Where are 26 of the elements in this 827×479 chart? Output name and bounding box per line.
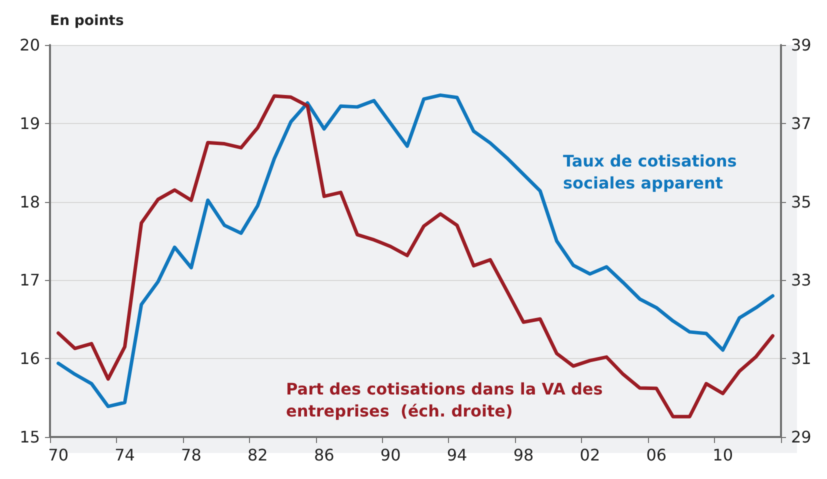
x-tick-label: 74 <box>114 446 135 464</box>
y2-tick-label: 39 <box>791 36 812 54</box>
x-tick-label: 90 <box>380 446 401 464</box>
series-label: Taux de cotisations sociales apparent <box>563 152 742 192</box>
x-tick-label: 78 <box>181 446 202 464</box>
y2-tick-label: 31 <box>791 349 812 368</box>
y2-tick-label: 35 <box>791 192 812 212</box>
x-tick-label: 82 <box>247 446 268 464</box>
x-tick-label: 10 <box>712 446 734 464</box>
x-tick-label: 98 <box>513 446 534 464</box>
x-tick-label: 06 <box>646 446 667 464</box>
y-tick-label: 19 <box>20 114 40 133</box>
x-tick-label: 02 <box>580 446 600 464</box>
y-axis-title: En points <box>50 13 124 29</box>
y2-tick-label: 29 <box>791 428 812 446</box>
y-tick-label: 18 <box>20 192 40 212</box>
x-tick-label: 94 <box>446 446 468 464</box>
y2-tick-label: 37 <box>791 114 812 133</box>
x-tick-label: 86 <box>314 446 334 464</box>
y-tick-label: 17 <box>20 270 40 290</box>
series-label: Part des cotisations dans la VA des entreprises (éch. droite) <box>286 380 608 420</box>
x-tick-label: 70 <box>48 446 68 464</box>
y2-tick-label: 33 <box>791 270 812 290</box>
y-tick-label: 15 <box>20 428 40 446</box>
y-tick-label: 16 <box>20 349 40 368</box>
y-tick-label: 20 <box>20 36 40 54</box>
